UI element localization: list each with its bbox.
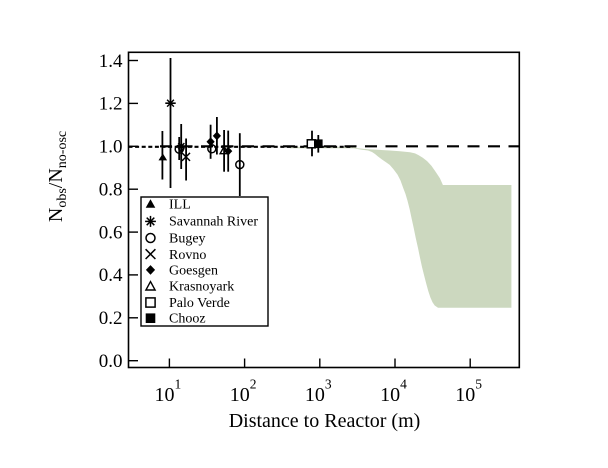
svg-text:0.6: 0.6 [99, 222, 123, 243]
svg-text:0.0: 0.0 [99, 351, 123, 372]
svg-text:Savannah River: Savannah River [169, 215, 258, 230]
svg-text:0.8: 0.8 [99, 180, 123, 201]
svg-text:1.0: 1.0 [99, 137, 123, 158]
svg-text:Distance to Reactor (m): Distance to Reactor (m) [229, 410, 421, 432]
svg-text:Krasnoyark: Krasnoyark [169, 280, 234, 295]
svg-text:Palo Verde: Palo Verde [169, 296, 230, 311]
svg-text:Chooz: Chooz [169, 312, 206, 327]
svg-text:1.2: 1.2 [99, 94, 123, 115]
svg-text:1.4: 1.4 [99, 51, 123, 72]
svg-text:Bugey: Bugey [169, 232, 206, 247]
svg-text:Rovno: Rovno [169, 248, 206, 263]
svg-text:0.2: 0.2 [99, 308, 123, 329]
svg-text:Goesgen: Goesgen [169, 264, 218, 279]
svg-text:0.4: 0.4 [99, 265, 123, 286]
svg-text:ILL: ILL [169, 198, 191, 213]
svg-text:Nobs/Nno-osc: Nobs/Nno-osc [45, 131, 70, 222]
